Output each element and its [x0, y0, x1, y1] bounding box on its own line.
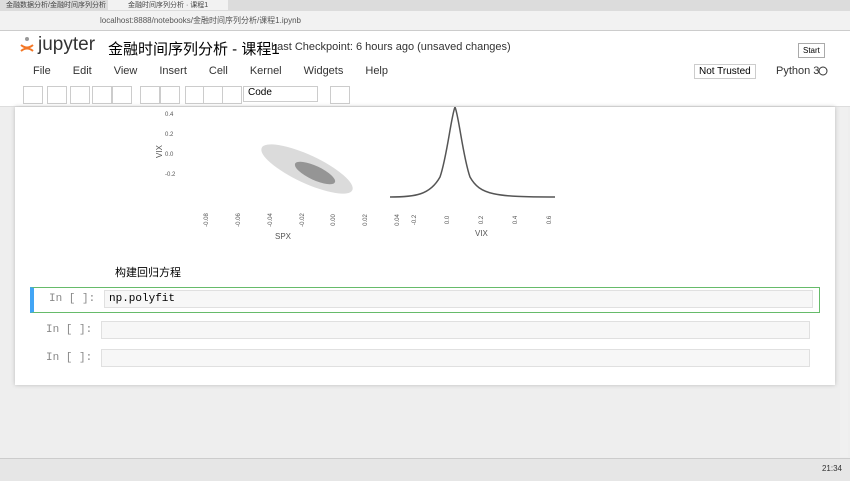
- code-cell[interactable]: In [ ]:: [30, 346, 817, 372]
- cell-type-select[interactable]: Code: [243, 86, 318, 102]
- output-plot: [261, 107, 556, 198]
- url[interactable]: localhost:8888/notebooks/金融时间序列分析/课程1.ip…: [100, 16, 301, 25]
- menu-item[interactable]: Insert: [159, 65, 187, 77]
- stop-button[interactable]: [203, 86, 223, 104]
- tick-label: 0.0: [165, 152, 174, 158]
- logo[interactable]: jupyter: [38, 34, 96, 55]
- tab[interactable]: 金融数据分析/金融时间序列分析: [6, 2, 106, 9]
- taskbar: 21:34: [0, 458, 850, 481]
- menu-item[interactable]: Kernel: [249, 65, 282, 77]
- trust-indicator[interactable]: Not Trusted: [694, 64, 756, 79]
- paste-button[interactable]: [112, 86, 132, 104]
- tick-label: 0.2: [165, 132, 174, 138]
- notebook-title[interactable]: 金融时间序列分析 - 课程1: [108, 41, 280, 58]
- cut-button[interactable]: [70, 86, 90, 104]
- add-button[interactable]: [47, 86, 67, 104]
- copy-button[interactable]: [92, 86, 112, 104]
- y-ticks: 0.4 0.2 0.0 -0.2: [165, 112, 185, 202]
- code-cell[interactable]: In [ ]: np.polyfit: [30, 287, 820, 313]
- menu-item[interactable]: File: [33, 65, 51, 77]
- menu-item[interactable]: Cell: [208, 65, 228, 77]
- tab-bar: 金融数据分析/金融时间序列分析 金融时间序列分析 · 课程1: [0, 0, 850, 11]
- tick-label: 0.6: [547, 215, 554, 225]
- keyboard-button[interactable]: [330, 86, 350, 104]
- tick-label: 0.04: [394, 214, 401, 226]
- menu-item[interactable]: Widgets: [303, 65, 344, 77]
- logout-button[interactable]: Start: [798, 43, 825, 58]
- tick-label: -0.2: [412, 214, 419, 226]
- tick-label: 0.4: [165, 112, 174, 118]
- kernel-indicator: Python 3: [776, 65, 820, 77]
- tick-label: 0.0: [445, 215, 452, 225]
- code-cell[interactable]: In [ ]:: [30, 318, 817, 344]
- tick-label: -0.2: [165, 172, 176, 178]
- code-input[interactable]: [101, 349, 810, 367]
- move-down-button[interactable]: [160, 86, 180, 104]
- menu-item[interactable]: View: [113, 65, 138, 77]
- x-axis-label: SPX: [275, 232, 292, 241]
- tick-label: 0.4: [513, 215, 520, 225]
- y-axis-label: VIX: [154, 145, 164, 158]
- code-input[interactable]: np.polyfit: [104, 290, 813, 308]
- address-bar: localhost:8888/notebooks/金融时间序列分析/课程1.ip…: [0, 11, 850, 31]
- menu-item[interactable]: Edit: [72, 65, 92, 77]
- tick-label: -0.06: [235, 213, 242, 227]
- prompt: In [ ]:: [46, 324, 93, 336]
- restart-button[interactable]: [222, 86, 242, 104]
- menu-bar: File Edit View Insert Cell Kernel Widgets Help: [33, 65, 410, 77]
- x-axis-label: VIX: [475, 229, 488, 238]
- run-button[interactable]: [185, 86, 205, 104]
- tick-label: -0.02: [299, 213, 306, 227]
- scrollbar[interactable]: [840, 107, 848, 457]
- tick-label: 0.00: [330, 214, 337, 226]
- menu-item[interactable]: Help: [365, 65, 388, 77]
- clock: 21:34: [821, 464, 842, 473]
- checkpoint: Last Checkpoint: 6 hours ago (unsaved ch…: [271, 41, 511, 53]
- logo-icon: [20, 37, 34, 52]
- tick-label: -0.04: [267, 213, 274, 227]
- prompt: In [ ]:: [49, 293, 96, 305]
- move-up-button[interactable]: [140, 86, 160, 104]
- tick-label: -0.08: [203, 213, 210, 227]
- prompt: In [ ]:: [46, 352, 93, 364]
- tick-label: 0.2: [479, 215, 486, 225]
- code-input[interactable]: [101, 321, 810, 339]
- kernel-status: [818, 66, 828, 76]
- tab[interactable]: 金融时间序列分析 · 课程1: [108, 0, 229, 10]
- tick-label: 0.02: [362, 214, 369, 226]
- markdown-text: 构建回归方程: [115, 267, 181, 279]
- save-button[interactable]: [23, 86, 43, 104]
